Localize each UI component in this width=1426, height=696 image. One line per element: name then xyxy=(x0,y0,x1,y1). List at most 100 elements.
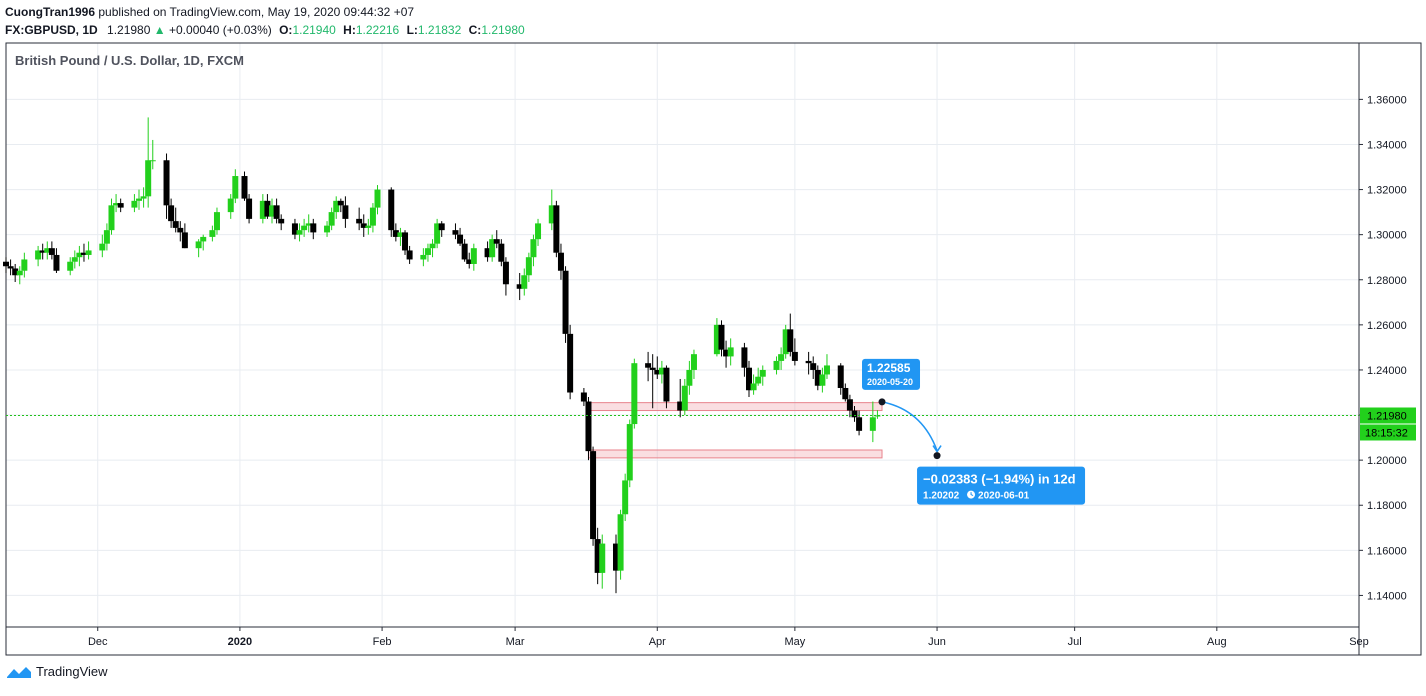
candle-body xyxy=(466,259,473,264)
candle-body xyxy=(71,257,78,262)
candle-body xyxy=(21,259,28,271)
y-tick-label: 1.18000 xyxy=(1367,500,1407,512)
candle-body xyxy=(723,349,730,357)
candle-body xyxy=(7,266,14,269)
candle-body xyxy=(301,225,308,231)
x-tick-label: Dec xyxy=(88,636,108,648)
candle-body xyxy=(612,543,619,571)
candle-body xyxy=(85,250,92,255)
x-tick-label: Mar xyxy=(506,636,525,648)
candle-body xyxy=(498,243,505,262)
candle-body xyxy=(360,223,367,228)
candle-body xyxy=(434,223,441,244)
candle-body xyxy=(232,176,239,199)
candle-body xyxy=(617,514,624,571)
candle-body xyxy=(791,351,798,361)
up-arrow-icon: ▲ xyxy=(153,23,166,37)
candle-body xyxy=(48,248,55,255)
candle-body xyxy=(269,205,276,217)
candle-body xyxy=(117,203,124,208)
author-name[interactable]: CuongTran1996 xyxy=(5,5,96,19)
candle-body xyxy=(782,329,789,355)
forecast-curve xyxy=(881,401,938,451)
candle-body xyxy=(406,250,413,260)
candle-body xyxy=(823,365,830,375)
candle-body xyxy=(493,239,500,244)
high-value: 1.22216 xyxy=(355,23,400,37)
y-tick-label: 1.16000 xyxy=(1367,545,1407,557)
y-tick-label: 1.36000 xyxy=(1367,94,1407,106)
countdown-label: 18:15:32 xyxy=(1365,427,1408,439)
candle-body xyxy=(227,198,234,213)
candle-body xyxy=(200,236,207,242)
candle-body xyxy=(681,385,688,411)
candle-body xyxy=(80,252,87,255)
candle-body xyxy=(324,225,331,233)
candle-body xyxy=(814,369,821,386)
point-label-box xyxy=(862,358,921,390)
candle-body xyxy=(273,205,280,219)
x-tick-label: Sep xyxy=(1349,636,1369,648)
x-tick-label: May xyxy=(784,636,805,648)
time-axis[interactable]: Dec 2020 Feb Mar Apr May Jun Jul Aug Sep xyxy=(88,627,1369,648)
candle-body xyxy=(805,360,812,364)
x-tick-label: Aug xyxy=(1207,636,1227,648)
candle-body xyxy=(525,257,532,276)
candle-body xyxy=(580,392,587,402)
ohlc-bar: FX:GBPUSD, 1D 1.21980 ▲ +0.00040 (+0.03%… xyxy=(5,23,529,37)
last-price-tag-label: 1.21980 xyxy=(1367,410,1407,422)
candle-body xyxy=(163,160,170,206)
candle-body xyxy=(53,254,60,271)
candle-body xyxy=(209,230,216,237)
candle-body xyxy=(342,205,349,219)
candle-body xyxy=(429,243,436,249)
candle-body xyxy=(718,324,725,350)
candle-body xyxy=(869,417,876,431)
candle-body xyxy=(333,200,340,213)
candle-body xyxy=(457,234,464,244)
candle-body xyxy=(452,230,459,235)
candle-body xyxy=(727,347,734,357)
candle-body xyxy=(374,189,381,208)
candle-body xyxy=(172,221,179,228)
price-axis[interactable]: 1.36000 1.34000 1.32000 1.30000 1.28000 1.260… xyxy=(1359,94,1416,602)
forecast-change: −0.02383 (−1.94%) in 12d xyxy=(923,472,1076,487)
y-tick-label: 1.34000 xyxy=(1367,139,1407,151)
candle-body xyxy=(755,376,762,384)
point-marker xyxy=(878,398,886,406)
countdown-tag xyxy=(1360,424,1416,441)
tradingview-footer[interactable]: TradingView xyxy=(6,664,108,679)
open-label: O: xyxy=(279,23,293,37)
candle-body xyxy=(67,261,74,271)
forecast-arrowhead xyxy=(932,445,942,453)
y-tick-label: 1.30000 xyxy=(1367,230,1407,242)
candle-body xyxy=(103,230,110,244)
candle-body xyxy=(181,232,188,249)
candle-body xyxy=(44,248,51,253)
candle-body xyxy=(567,333,574,393)
candle-body xyxy=(599,543,606,573)
low-value: 1.21832 xyxy=(417,23,462,37)
candle-body xyxy=(842,387,849,400)
candle-body xyxy=(594,539,601,573)
x-tick-label: Jul xyxy=(1068,636,1082,648)
candle-body xyxy=(535,223,542,240)
candle-body xyxy=(168,205,175,222)
candle-body xyxy=(278,218,285,224)
candle-body xyxy=(590,451,597,540)
forecast-annotation[interactable]: 1.22585 2020-05-20 −0.02383 (−1.94%) in 12… xyxy=(862,358,1086,505)
x-tick-label: Feb xyxy=(373,636,392,648)
candle-body xyxy=(12,268,19,276)
candle-body xyxy=(810,363,817,370)
point-label-value: 1.22585 xyxy=(867,361,911,375)
x-tick-label: Jun xyxy=(928,636,946,648)
publish-info: CuongTran1996 published on TradingView.c… xyxy=(5,5,414,19)
y-tick-label: 1.26000 xyxy=(1367,320,1407,332)
target-marker xyxy=(933,452,941,460)
candle-body xyxy=(713,324,720,355)
x-tick-label: Apr xyxy=(649,636,666,648)
chart-grid xyxy=(6,43,1360,627)
candle-body xyxy=(557,252,564,271)
candle-body xyxy=(484,248,491,258)
